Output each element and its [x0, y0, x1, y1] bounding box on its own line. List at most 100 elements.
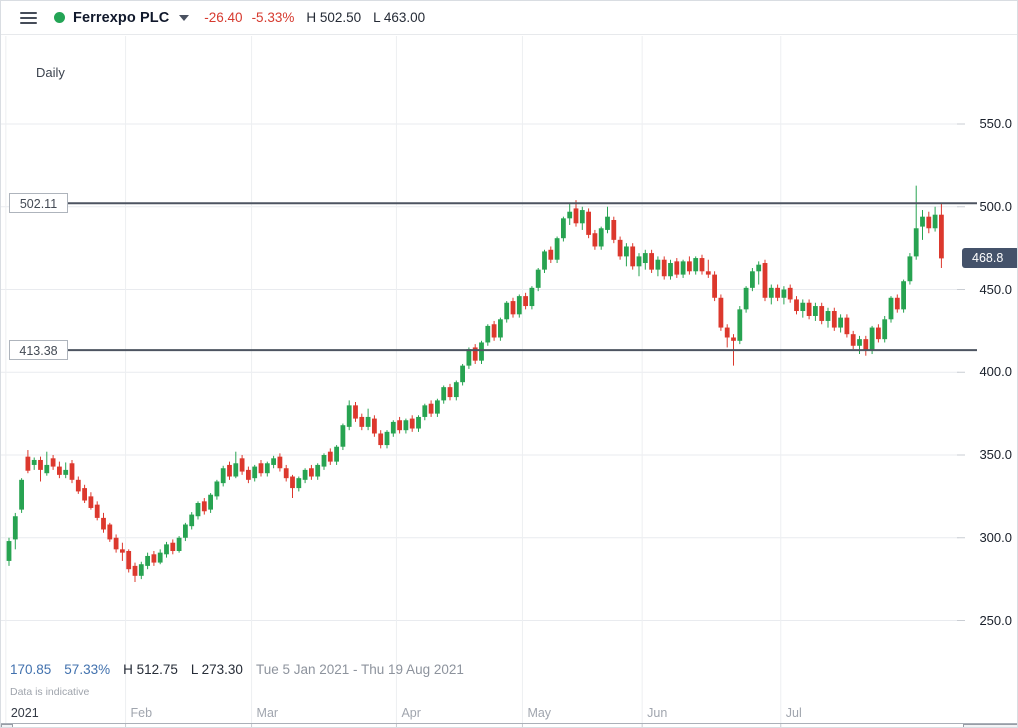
candle — [775, 284, 780, 302]
candle — [409, 415, 415, 432]
bottom-panel-divider — [1, 723, 1017, 724]
candle — [768, 284, 774, 305]
y-tick-label: 500.0 — [979, 198, 1012, 214]
candle — [939, 202, 944, 268]
candle — [246, 466, 251, 484]
candle — [907, 253, 913, 285]
candle — [554, 236, 560, 264]
candle — [598, 226, 604, 250]
candle — [277, 453, 283, 472]
candle — [724, 324, 730, 348]
candle — [806, 299, 812, 320]
candle — [838, 314, 843, 333]
horizontal-gridlines — [1, 123, 965, 621]
period-change: 170.85 — [10, 662, 52, 677]
hamburger-menu-icon[interactable] — [20, 11, 37, 24]
candle — [157, 549, 163, 565]
candle — [233, 451, 239, 479]
candle — [781, 286, 787, 305]
candle — [800, 299, 806, 318]
candle — [378, 430, 384, 449]
candle — [876, 324, 881, 343]
candle — [693, 256, 699, 275]
candle — [529, 286, 535, 310]
price-level-lines — [67, 202, 977, 352]
top-bar: Ferrexpo PLC -26.40 -5.33% H 502.50 L 46… — [1, 1, 1017, 35]
candle — [309, 464, 314, 480]
candle — [12, 512, 18, 550]
candle — [422, 403, 428, 421]
candle — [302, 468, 308, 484]
day-high: H 502.50 — [306, 10, 362, 25]
chevron-down-icon[interactable] — [179, 14, 190, 21]
candle — [126, 549, 132, 573]
candle — [107, 522, 113, 542]
x-tick-label: 2021 — [10, 706, 39, 720]
candle — [441, 385, 447, 404]
candle — [504, 301, 510, 323]
candle — [831, 307, 837, 331]
candle — [844, 314, 850, 338]
candle — [57, 461, 62, 479]
candle — [69, 459, 75, 484]
x-tick-label: Apr — [401, 706, 421, 720]
y-tick-label: 250.0 — [979, 612, 1012, 628]
day-change-pct: -5.33% — [251, 10, 295, 25]
candle — [750, 267, 755, 292]
y-tick-label: 550.0 — [979, 116, 1012, 131]
candle — [315, 463, 321, 480]
candle — [151, 550, 157, 566]
candle — [756, 261, 762, 285]
candle — [113, 534, 119, 553]
candle — [523, 292, 528, 310]
candle — [44, 451, 50, 476]
candle — [668, 259, 673, 280]
price-level-label-upper[interactable]: 502.11 — [9, 193, 68, 214]
day-low: L 463.00 — [373, 10, 426, 25]
candle — [926, 211, 932, 234]
candle — [548, 246, 554, 264]
candle — [170, 539, 176, 555]
candle — [510, 297, 516, 318]
candle — [460, 363, 465, 386]
candle — [573, 200, 579, 227]
candle — [195, 501, 201, 520]
candle — [88, 492, 94, 510]
candle — [617, 236, 623, 260]
candle — [264, 461, 270, 477]
candle — [579, 206, 585, 230]
vertical-gridlines — [5, 36, 782, 727]
candle — [479, 340, 484, 364]
candle — [932, 206, 938, 232]
candle — [592, 229, 598, 250]
candle — [365, 408, 371, 431]
candle — [94, 501, 100, 521]
candle — [894, 294, 900, 313]
candle — [271, 455, 276, 469]
timeframe-label[interactable]: Daily — [36, 65, 65, 80]
candle — [31, 457, 37, 470]
candle — [384, 430, 390, 449]
candle — [561, 216, 566, 242]
candle — [712, 271, 717, 302]
candle — [290, 474, 295, 499]
candle — [189, 512, 195, 530]
candle — [567, 203, 573, 225]
candle — [227, 461, 232, 480]
x-tick-label: Mar — [256, 706, 279, 720]
period-high: H 512.75 — [123, 662, 178, 677]
candle — [258, 459, 264, 477]
candle — [649, 249, 654, 273]
candle — [787, 284, 793, 303]
candle — [857, 335, 862, 355]
candle — [321, 453, 327, 470]
candle — [498, 317, 503, 341]
instrument-name[interactable]: Ferrexpo PLC — [73, 9, 170, 26]
candle — [762, 259, 768, 302]
price-level-label-lower[interactable]: 413.38 — [9, 340, 68, 361]
candle — [485, 324, 491, 346]
candle — [636, 253, 642, 277]
bottom-panel-edge-right — [963, 724, 1017, 727]
period-low: L 273.30 — [190, 662, 243, 677]
